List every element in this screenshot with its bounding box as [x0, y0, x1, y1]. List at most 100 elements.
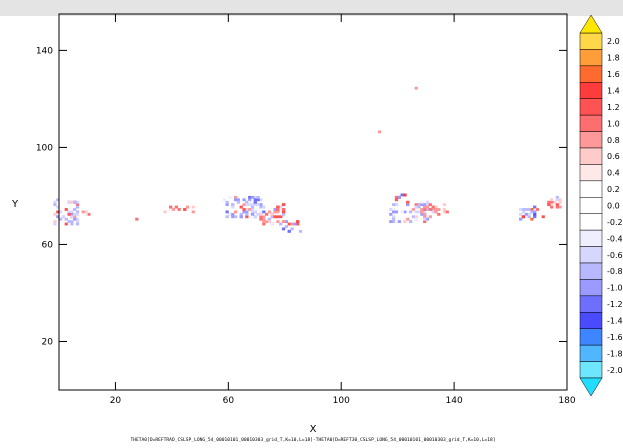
data-cell [225, 203, 229, 207]
data-cell [392, 210, 396, 214]
colorbar-segment [579, 295, 603, 313]
data-cell [242, 203, 246, 207]
data-cell [273, 215, 277, 219]
data-cell [279, 205, 283, 209]
colorbar-label: -0.6 [607, 251, 623, 260]
data-cell [442, 210, 447, 214]
colorbar-label: -0.4 [607, 234, 623, 243]
data-cell [245, 212, 249, 216]
data-cell [276, 210, 280, 214]
data-cell [377, 130, 382, 134]
data-cell [524, 212, 528, 216]
data-cell [287, 229, 291, 233]
x-axis-ticks: 20 60 100 140 180 [110, 14, 576, 406]
data-cell [259, 215, 263, 219]
data-cell [59, 210, 63, 214]
data-cell [403, 210, 407, 214]
data-cell [411, 208, 415, 211]
colorbar: 2.0 1.8 1.6 1.4 1.2 1.0 0.8 0.6 0.4 0.2 0.0 -0.2 -0.… [579, 14, 623, 397]
data-cell [256, 195, 260, 199]
data-cell [423, 210, 427, 214]
colorbar-segment [579, 197, 603, 214]
data-cell [233, 195, 238, 199]
data-cell [242, 208, 246, 211]
colorbar-label: 0.0 [607, 202, 620, 211]
data-cell [169, 208, 173, 211]
data-cell [423, 205, 427, 209]
data-cell [420, 203, 424, 207]
data-cell [259, 205, 263, 209]
data-cell [281, 212, 286, 216]
data-cell [550, 205, 554, 209]
data-cell [248, 200, 252, 204]
data-cell [53, 220, 57, 224]
colorbar-segment [579, 344, 603, 362]
data-cell [558, 200, 562, 204]
colorbar-segment [579, 246, 603, 264]
data-cell [414, 86, 418, 90]
y-tick-label: 60 [42, 240, 54, 250]
data-cell [59, 217, 63, 221]
data-cell [425, 203, 430, 207]
colorbar-label: 1.8 [607, 54, 620, 63]
data-cell [527, 215, 531, 219]
x-tick-label: 60 [223, 396, 235, 406]
colorbar-label: 1.0 [607, 119, 620, 128]
data-cell [267, 220, 272, 224]
colorbar-segment [579, 328, 603, 346]
data-cell [281, 210, 286, 214]
data-cell [225, 210, 229, 214]
data-cell [284, 220, 288, 224]
data-cell [239, 215, 243, 219]
data-cell [250, 203, 255, 207]
data-cell [394, 203, 399, 207]
y-tick-label: 20 [42, 337, 54, 347]
data-cell [225, 215, 229, 219]
data-cell [250, 208, 255, 211]
data-cell [558, 205, 562, 209]
data-cell [541, 215, 545, 219]
data-cell [555, 195, 559, 199]
data-cell [293, 222, 297, 226]
data-cell [81, 210, 85, 214]
data-cell [437, 208, 441, 211]
data-cell [169, 205, 173, 209]
data-cell [253, 210, 257, 214]
data-cell [67, 210, 71, 214]
colorbar-label: -0.8 [607, 267, 623, 276]
data-cell [56, 205, 60, 209]
data-cell [414, 210, 418, 214]
data-cell [535, 208, 540, 211]
data-cell [75, 203, 80, 207]
data-cell [75, 212, 80, 216]
data-cell [256, 198, 260, 202]
data-cell [394, 195, 399, 199]
data-cell [262, 217, 266, 221]
data-cell [256, 212, 260, 216]
data-cell [547, 203, 551, 207]
data-cell [56, 198, 60, 202]
data-cell [392, 215, 396, 219]
data-cell [253, 200, 257, 204]
data-cell [67, 200, 71, 204]
data-cell [524, 208, 528, 211]
data-cell [231, 205, 235, 209]
data-cell [73, 212, 77, 216]
data-cell [403, 220, 407, 224]
data-cell [233, 215, 238, 219]
data-cell [84, 210, 88, 214]
data-cell [276, 220, 280, 224]
data-cell [250, 210, 255, 214]
data-cell [527, 212, 531, 216]
data-cell [248, 195, 252, 199]
data-cell [521, 208, 526, 211]
data-cell [250, 212, 255, 216]
data-cell [242, 210, 246, 214]
data-cell [445, 210, 449, 214]
colorbar-segment [579, 213, 603, 231]
data-cell [521, 210, 526, 214]
colorbar-segment [579, 262, 603, 280]
data-cell [555, 198, 559, 202]
y-axis-ticks: 20 60 100 140 [36, 46, 567, 347]
